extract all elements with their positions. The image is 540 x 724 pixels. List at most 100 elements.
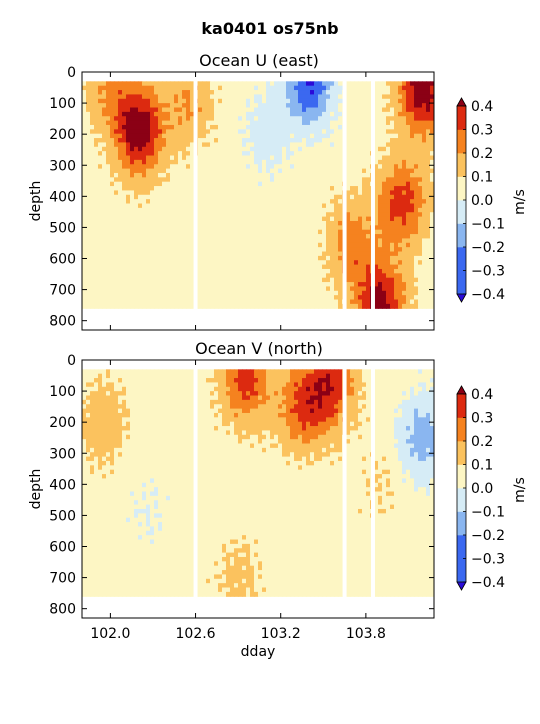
heatmap-cell (246, 86, 251, 91)
heatmap-cell (186, 81, 191, 86)
heatmap-cell (90, 221, 95, 226)
heatmap-cell (86, 282, 91, 287)
heatmap-cell (286, 300, 291, 305)
heatmap-cell (130, 121, 135, 126)
heatmap-cell (238, 243, 243, 248)
heatmap-cell (394, 300, 399, 305)
heatmap-cell (406, 252, 411, 257)
heatmap-cell (338, 90, 343, 95)
heatmap-cell (214, 156, 219, 161)
heatmap-cell (254, 160, 259, 165)
heatmap-cell (234, 129, 239, 134)
heatmap-cell (350, 199, 355, 204)
heatmap-cell (350, 221, 355, 226)
heatmap-cell (94, 382, 99, 387)
heatmap-cell (182, 256, 187, 261)
heatmap-cell (166, 304, 171, 309)
heatmap-cell (106, 147, 111, 152)
heatmap-cell (90, 230, 95, 235)
heatmap-cell (266, 204, 271, 209)
heatmap-cell (246, 300, 251, 305)
heatmap-cell (318, 99, 323, 104)
heatmap-cell (158, 177, 163, 182)
heatmap-cell (418, 243, 423, 248)
heatmap-cell (90, 103, 95, 108)
heatmap-cell (386, 90, 391, 95)
heatmap-cell (98, 561, 103, 566)
heatmap-cell (378, 278, 383, 283)
heatmap-cell (138, 212, 143, 217)
heatmap-cell (318, 304, 323, 309)
heatmap-cell (358, 182, 363, 187)
heatmap-cell (106, 426, 111, 431)
heatmap-cell (106, 195, 111, 200)
heatmap-cell (234, 169, 239, 174)
heatmap-cell (314, 286, 319, 291)
heatmap-cell (406, 99, 411, 104)
heatmap-cell (358, 269, 363, 274)
heatmap-cell (98, 208, 103, 213)
heatmap-cell (162, 238, 167, 243)
heatmap-cell (146, 142, 151, 147)
heatmap-cell (102, 278, 107, 283)
heatmap-cell (338, 103, 343, 108)
heatmap-cell (414, 256, 419, 261)
heatmap-cell (230, 291, 235, 296)
heatmap-cell (310, 156, 315, 161)
heatmap-cell (406, 164, 411, 169)
heatmap-cell (158, 221, 163, 226)
heatmap-cell (346, 243, 351, 248)
heatmap-cell (138, 138, 143, 143)
heatmap-cell (406, 234, 411, 239)
heatmap-cell (350, 208, 355, 213)
heatmap-cell (206, 190, 211, 195)
heatmap-cell (246, 173, 251, 178)
heatmap-cell (162, 142, 167, 147)
heatmap-cell (94, 147, 99, 152)
heatmap-cell (414, 230, 419, 235)
heatmap-cell (206, 304, 211, 309)
heatmap-cell (310, 234, 315, 239)
heatmap-cell (278, 217, 283, 222)
heatmap-cell (414, 304, 419, 309)
heatmap-cell (278, 291, 283, 296)
heatmap-cell (274, 103, 279, 108)
heatmap-cell (398, 217, 403, 222)
heatmap-cell (82, 478, 87, 483)
heatmap-cell (358, 121, 363, 126)
heatmap-cell (410, 116, 415, 121)
heatmap-cell (98, 470, 103, 475)
heatmap-cell (134, 195, 139, 200)
heatmap-cell (198, 94, 203, 99)
heatmap-cell (354, 265, 359, 270)
heatmap-cell (266, 199, 271, 204)
heatmap-cell (110, 217, 115, 222)
heatmap-cell (422, 256, 427, 261)
heatmap-cell (354, 156, 359, 161)
heatmap-cell (230, 138, 235, 143)
heatmap-cell (282, 260, 287, 265)
heatmap-cell (346, 94, 351, 99)
heatmap-cell (418, 238, 423, 243)
heatmap-cell (218, 230, 223, 235)
heatmap-cell (234, 238, 239, 243)
heatmap-cell (318, 169, 323, 174)
heatmap-cell (182, 291, 187, 296)
heatmap-cell (278, 212, 283, 217)
heatmap-cell (146, 300, 151, 305)
heatmap-cell (418, 129, 423, 134)
heatmap-cell (94, 422, 99, 427)
heatmap-cell (390, 160, 395, 165)
heatmap-cell (182, 116, 187, 121)
heatmap-cell (358, 286, 363, 291)
heatmap-cell (238, 177, 243, 182)
heatmap-cell (94, 588, 99, 593)
heatmap-cell (346, 273, 351, 278)
heatmap-cell (306, 190, 311, 195)
heatmap-cell (278, 286, 283, 291)
heatmap-cell (262, 252, 267, 257)
heatmap-cell (242, 291, 247, 296)
heatmap-cell (290, 199, 295, 204)
heatmap-cell (210, 260, 215, 265)
heatmap-cell (86, 483, 91, 488)
